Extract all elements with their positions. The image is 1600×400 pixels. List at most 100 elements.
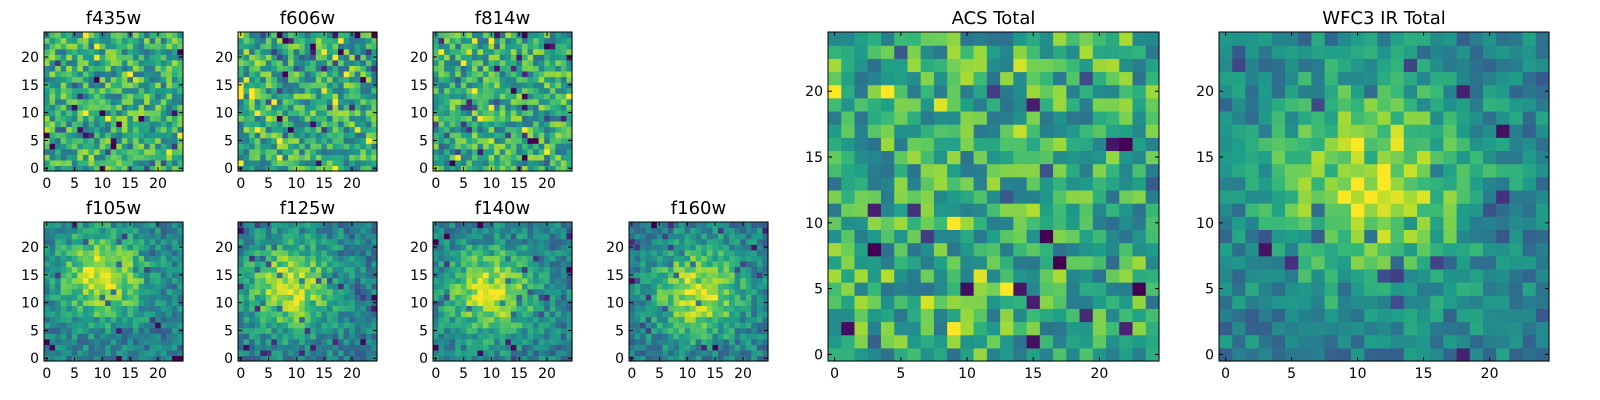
heatmap-cell bbox=[299, 222, 306, 229]
heatmap-cell bbox=[433, 310, 440, 318]
heatmap-cell bbox=[249, 355, 256, 362]
heatmap-cell bbox=[1145, 308, 1160, 323]
heatmap-cell bbox=[249, 288, 256, 295]
heatmap-cell bbox=[132, 32, 140, 39]
heatmap-cell bbox=[166, 255, 173, 262]
heatmap-cell bbox=[293, 54, 300, 61]
heatmap-cell bbox=[155, 316, 162, 323]
heatmap-cell bbox=[149, 93, 156, 100]
heatmap-cell bbox=[947, 268, 961, 283]
heatmap-cell bbox=[99, 233, 106, 240]
heatmap-cell bbox=[499, 316, 506, 323]
heatmap-cell bbox=[444, 148, 451, 155]
heatmap-cell bbox=[77, 233, 84, 240]
heatmap-cell bbox=[690, 238, 697, 245]
heatmap-cell bbox=[1053, 229, 1067, 244]
heatmap-cell bbox=[466, 109, 473, 116]
heatmap-cell bbox=[349, 37, 356, 44]
heatmap-cell bbox=[365, 32, 373, 39]
heatmap-cell bbox=[629, 316, 636, 323]
heatmap-cell bbox=[365, 43, 373, 50]
heatmap-cell bbox=[555, 266, 562, 273]
heatmap-cell bbox=[1013, 255, 1028, 270]
heatmap-cell bbox=[171, 126, 179, 133]
heatmap-cell bbox=[640, 222, 647, 229]
heatmap-cell bbox=[645, 288, 652, 295]
heatmap-cell bbox=[354, 355, 361, 362]
heatmap-cell bbox=[488, 82, 495, 89]
heatmap-cell bbox=[127, 260, 134, 268]
heatmap-cell bbox=[973, 216, 988, 230]
heatmap-cell bbox=[695, 322, 702, 329]
heatmap-cell bbox=[751, 266, 758, 273]
heatmap-cell bbox=[538, 283, 545, 290]
heatmap-cell bbox=[651, 266, 658, 273]
heatmap-cell bbox=[343, 165, 350, 172]
heatmap-cell bbox=[77, 294, 84, 301]
heatmap-cell bbox=[433, 159, 440, 167]
heatmap-cell bbox=[960, 176, 975, 191]
heatmap-cell bbox=[1039, 176, 1054, 191]
heatmap-cell bbox=[326, 299, 334, 306]
heatmap-cell bbox=[365, 154, 373, 161]
heatmap-cell bbox=[149, 137, 156, 144]
heatmap-cell bbox=[555, 98, 562, 105]
heatmap-cell bbox=[690, 266, 697, 273]
heatmap-cell bbox=[105, 244, 112, 251]
heatmap-cell bbox=[77, 70, 84, 78]
heatmap-cell bbox=[477, 305, 484, 312]
heatmap-cell bbox=[105, 93, 112, 100]
heatmap-cell bbox=[751, 244, 758, 251]
heatmap-cell bbox=[71, 299, 78, 306]
heatmap-cell bbox=[315, 244, 322, 251]
heatmap-cell bbox=[477, 76, 484, 83]
heatmap-cell bbox=[438, 98, 445, 105]
heatmap-cell bbox=[566, 143, 573, 150]
heatmap-cell bbox=[315, 87, 322, 94]
heatmap-cell bbox=[171, 288, 179, 295]
heatmap-cell bbox=[260, 338, 267, 345]
heatmap-cell bbox=[315, 159, 322, 167]
heatmap-cell bbox=[449, 159, 456, 167]
heatmap-cell bbox=[538, 305, 545, 312]
heatmap-cell bbox=[544, 299, 551, 306]
heatmap-cell bbox=[640, 310, 647, 318]
heatmap-cell bbox=[127, 227, 134, 234]
heatmap-cell bbox=[249, 59, 256, 66]
heatmap-cell bbox=[907, 282, 922, 296]
heatmap-cell bbox=[679, 299, 686, 306]
heatmap-cell bbox=[544, 266, 551, 273]
heatmap-cell bbox=[326, 294, 334, 301]
heatmap-cell bbox=[986, 255, 1001, 270]
heatmap-cell bbox=[656, 238, 663, 245]
heatmap-cell bbox=[1026, 216, 1041, 230]
heatmap-cell bbox=[171, 277, 179, 284]
heatmap-cell bbox=[238, 310, 245, 318]
heatmap-cell bbox=[483, 233, 490, 240]
heatmap-cell bbox=[483, 109, 490, 116]
heatmap-cell bbox=[171, 132, 179, 139]
heatmap-cell bbox=[533, 260, 540, 268]
heatmap-cell bbox=[349, 233, 356, 240]
heatmap-cell bbox=[460, 109, 467, 116]
heatmap-cell bbox=[499, 327, 506, 334]
heatmap-cell bbox=[471, 115, 479, 122]
heatmap-cell bbox=[127, 310, 134, 318]
heatmap-cell bbox=[49, 299, 56, 306]
heatmap-cell bbox=[82, 32, 90, 39]
heatmap-cell bbox=[116, 305, 123, 312]
heatmap-cell bbox=[288, 132, 295, 139]
heatmap-cell bbox=[828, 255, 842, 270]
heatmap-cell bbox=[499, 266, 506, 273]
heatmap-cell bbox=[751, 277, 758, 284]
heatmap-cell bbox=[71, 344, 78, 351]
heatmap-cell bbox=[1039, 189, 1054, 204]
heatmap-cell bbox=[516, 316, 523, 323]
heatmap-cell bbox=[867, 347, 882, 362]
heatmap-cell bbox=[121, 349, 128, 357]
heatmap-cell bbox=[634, 266, 641, 273]
heatmap-cell bbox=[880, 321, 895, 336]
heatmap-cell bbox=[238, 305, 245, 312]
heatmap-cell bbox=[505, 165, 512, 172]
heatmap-cell bbox=[332, 115, 339, 122]
